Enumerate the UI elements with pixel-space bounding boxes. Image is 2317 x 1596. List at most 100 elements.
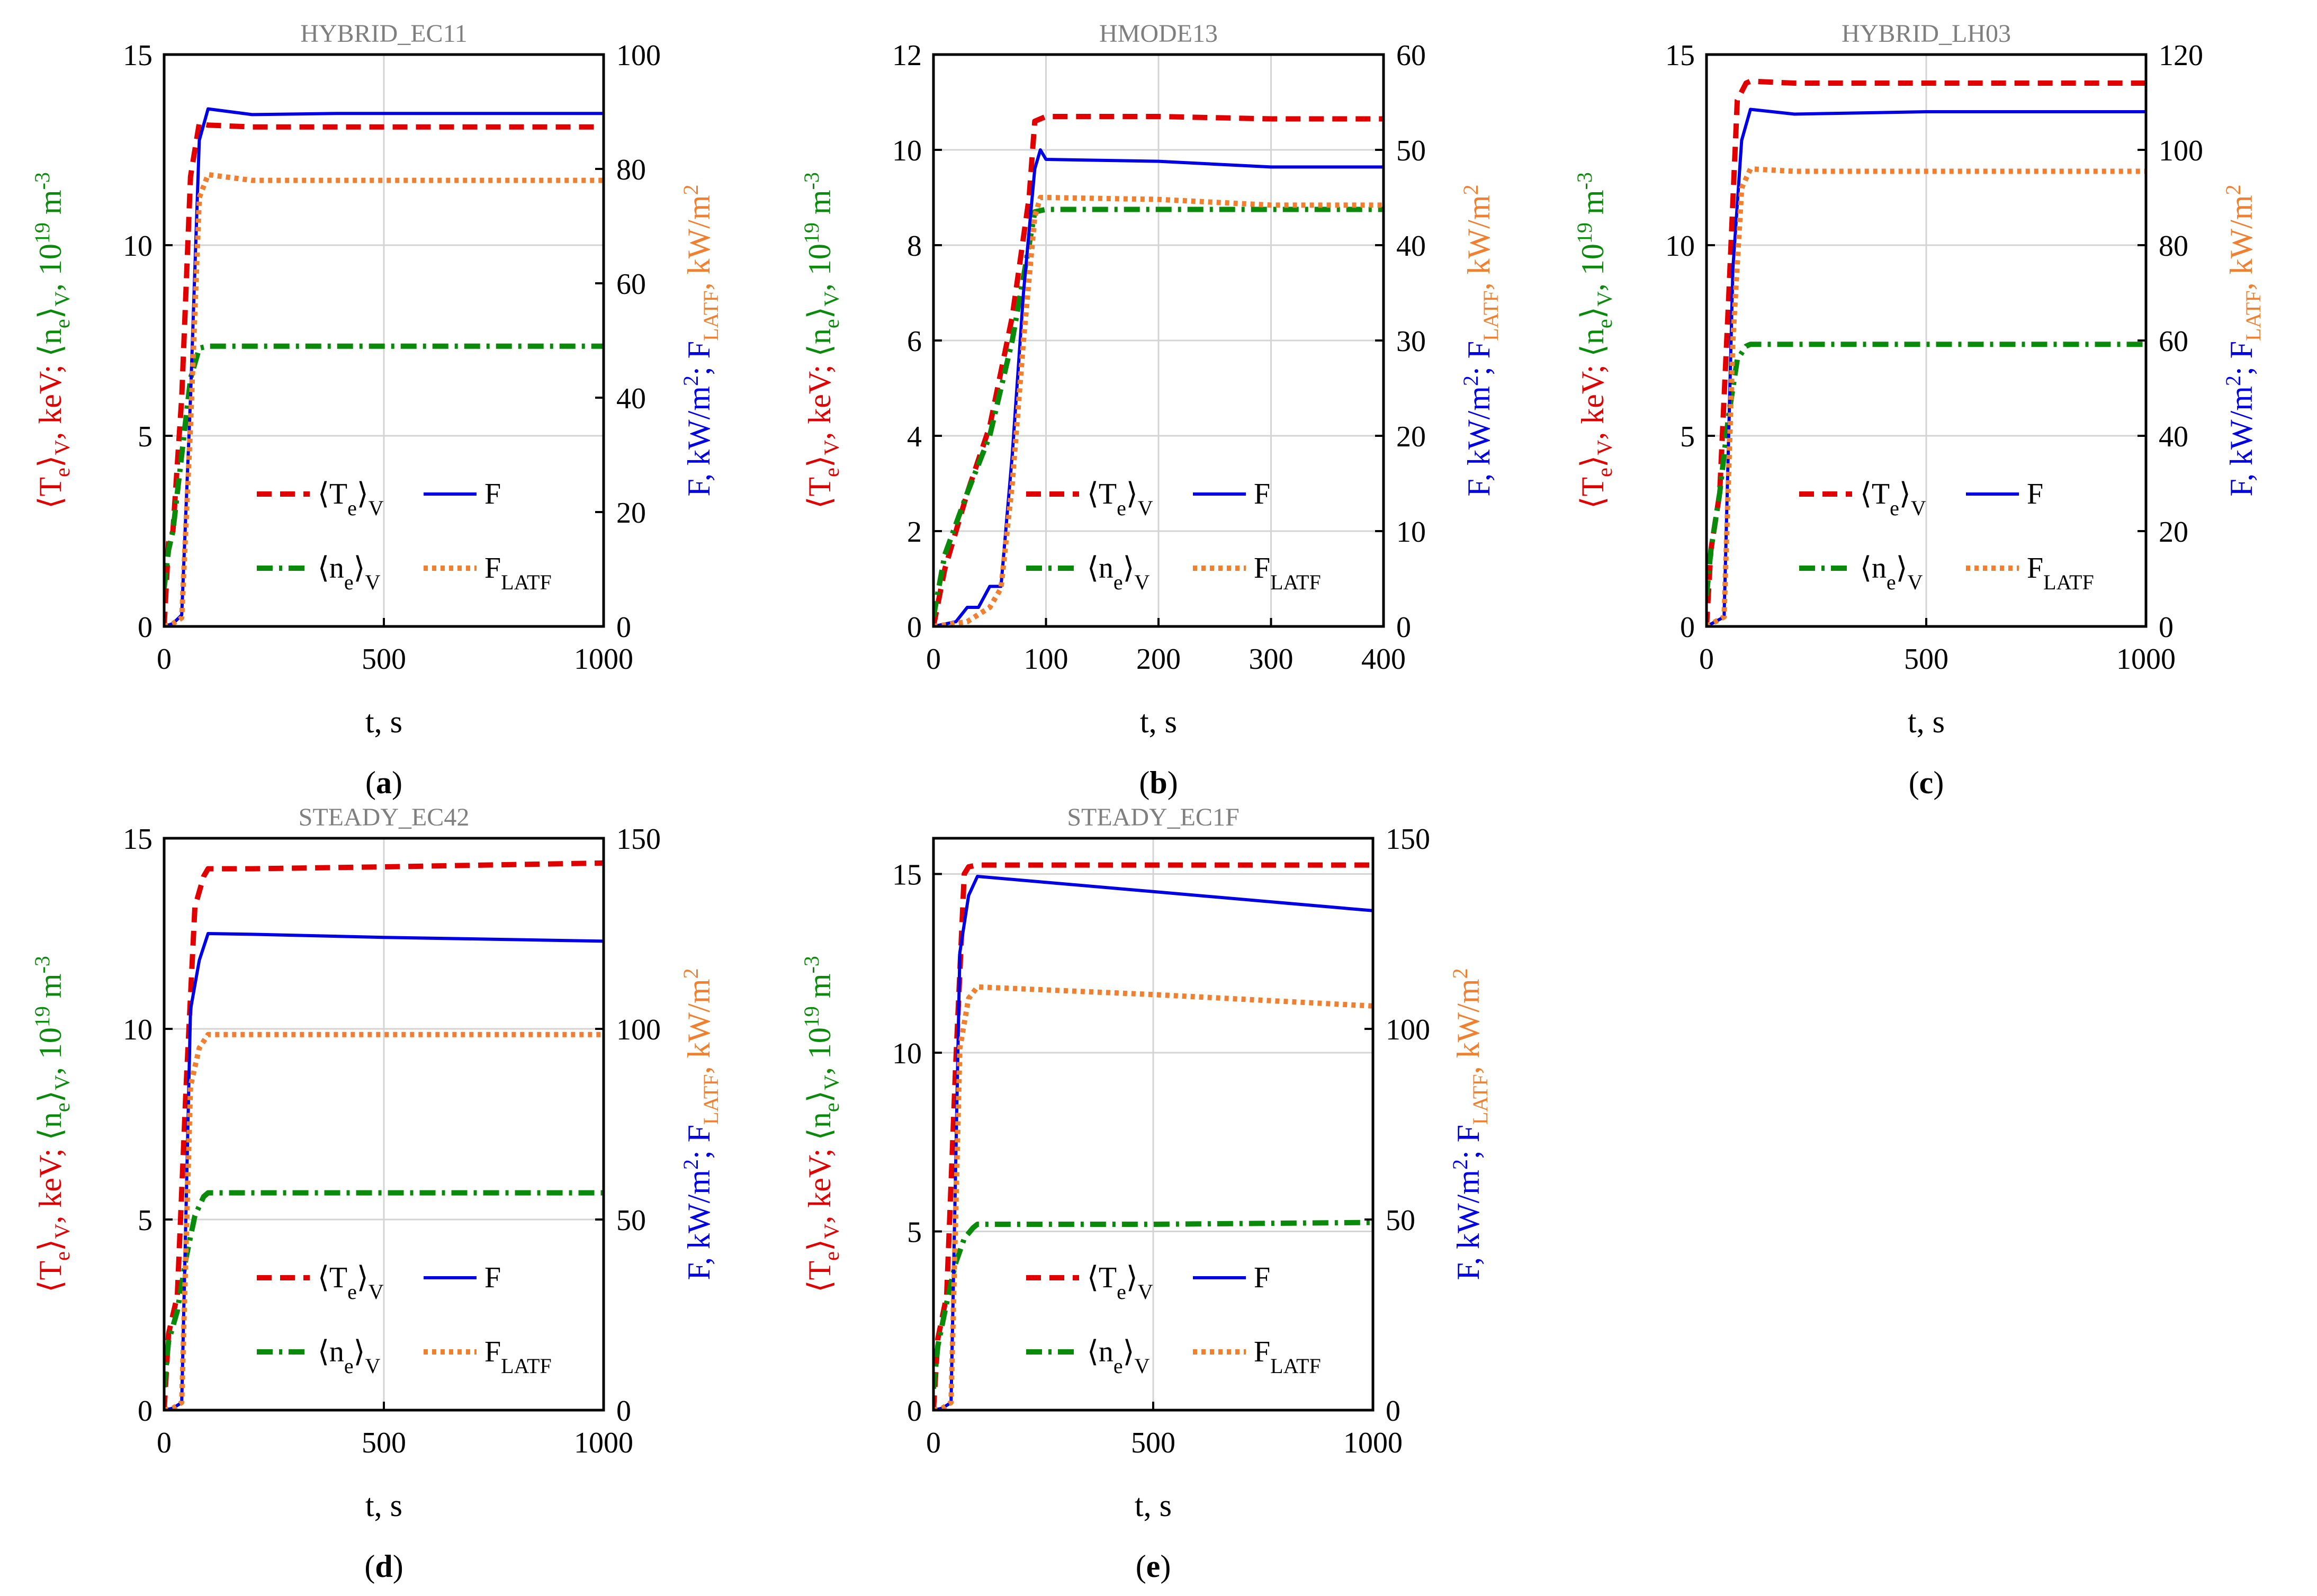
y-right-tick-label: 100 xyxy=(616,1014,661,1046)
x-axis-label: t, s xyxy=(1908,704,1945,739)
y-right-tick-label: 60 xyxy=(1396,39,1426,72)
legend: ⟨Te⟩V F ⟨ne⟩V FLATF xyxy=(1026,1261,1321,1378)
y-right-tick-label: 80 xyxy=(2159,230,2188,263)
legend: ⟨Te⟩V F ⟨ne⟩V FLATF xyxy=(1799,478,2094,594)
y-right-tick-label: 150 xyxy=(1386,823,1430,856)
panel-title: HYBRID_LH03 xyxy=(1842,20,2011,48)
legend-n-label: ⟨ne⟩V xyxy=(1860,552,1923,594)
panel-b: 0 100 200 300 4000246810120102030405060HMODE… xyxy=(800,20,1503,800)
panel-caption: (b) xyxy=(1139,765,1178,800)
x-tick-label: 0 xyxy=(1699,643,1714,676)
legend-n-label: ⟨ne⟩V xyxy=(1087,552,1149,594)
x-axis-label: t, s xyxy=(365,1488,402,1523)
x-tick-label: 1000 xyxy=(574,1427,633,1459)
y-right-tick-label: 50 xyxy=(616,1204,646,1237)
y-right-tick-label: 100 xyxy=(616,39,661,72)
panel-title: STEADY_EC1F xyxy=(1067,803,1239,831)
legend-FL-label: FLATF xyxy=(484,1335,552,1378)
x-tick-label: 1000 xyxy=(574,643,633,676)
y-right-tick-label: 30 xyxy=(1396,325,1426,358)
series-group xyxy=(933,862,1373,1410)
series-group xyxy=(164,107,604,626)
series-T-line xyxy=(164,860,604,1410)
y-right-tick-label: 40 xyxy=(616,382,646,415)
legend-F-label: F xyxy=(2027,478,2043,510)
x-tick-label: 1000 xyxy=(1343,1427,1403,1459)
legend-T-label: ⟨Te⟩V xyxy=(318,478,384,520)
x-tick-label: 1000 xyxy=(2116,643,2176,676)
x-tick-label: 0 xyxy=(157,1427,172,1459)
y-left-tick-label: 15 xyxy=(1665,39,1695,72)
x-axis-label: t, s xyxy=(1140,704,1177,739)
y-right-axis-label: F, kW/m2; FLATF, kW/m2 xyxy=(2221,184,2265,496)
x-tick-label: 400 xyxy=(1361,643,1406,676)
y-left-tick-label: 5 xyxy=(138,420,152,453)
panel-title: STEADY_EC42 xyxy=(299,803,470,831)
y-right-tick-label: 40 xyxy=(2159,420,2188,453)
legend-T-label: ⟨Te⟩V xyxy=(318,1261,384,1304)
y-left-tick-label: 5 xyxy=(907,1216,922,1249)
y-right-tick-label: 0 xyxy=(1386,1395,1400,1428)
y-left-tick-label: 12 xyxy=(892,39,922,72)
y-right-tick-label: 50 xyxy=(1396,135,1426,167)
y-right-tick-label: 0 xyxy=(2159,611,2174,644)
legend: ⟨Te⟩V F ⟨ne⟩V FLATF xyxy=(257,1261,552,1378)
y-right-tick-label: 0 xyxy=(1396,611,1411,644)
y-left-tick-label: 10 xyxy=(892,135,922,167)
y-left-tick-label: 15 xyxy=(123,823,152,856)
y-left-axis-label: ⟨Te⟩V, keV; ⟨ne⟩V, 1019 m-3 xyxy=(800,172,843,509)
series-n-line xyxy=(1707,342,2146,596)
y-left-tick-label: 0 xyxy=(907,1395,922,1428)
y-left-tick-label: 6 xyxy=(907,325,922,358)
series-group xyxy=(164,860,604,1410)
y-right-tick-label: 100 xyxy=(1386,1014,1430,1046)
x-tick-label: 100 xyxy=(1024,643,1068,676)
legend-F-label: F xyxy=(1254,1261,1270,1294)
x-tick-label: 500 xyxy=(362,1427,406,1459)
panel-title: HMODE13 xyxy=(1099,20,1218,48)
series-T-line xyxy=(933,114,1384,626)
x-tick-label: 500 xyxy=(362,643,406,676)
y-left-tick-label: 5 xyxy=(138,1204,152,1237)
x-tick-label: 200 xyxy=(1136,643,1181,676)
y-left-tick-label: 15 xyxy=(892,859,922,892)
y-left-axis-label: ⟨Te⟩V, keV; ⟨ne⟩V, 1019 m-3 xyxy=(30,956,74,1293)
y-left-tick-label: 15 xyxy=(123,39,152,72)
legend: ⟨Te⟩V F ⟨ne⟩V FLATF xyxy=(257,478,552,594)
y-left-tick-label: 0 xyxy=(907,611,922,644)
y-left-tick-label: 2 xyxy=(907,516,922,549)
y-left-tick-label: 10 xyxy=(892,1037,922,1070)
legend-F-label: F xyxy=(484,478,501,510)
y-right-axis-label: F, kW/m2; FLATF, kW/m2 xyxy=(1459,184,1503,496)
y-left-axis-label: ⟨Te⟩V, keV; ⟨ne⟩V, 1019 m-3 xyxy=(30,172,74,509)
y-left-tick-label: 0 xyxy=(138,611,152,644)
y-left-tick-label: 8 xyxy=(907,230,922,263)
panel-caption: (a) xyxy=(365,765,402,800)
y-right-tick-label: 20 xyxy=(1396,420,1426,453)
series-F-line xyxy=(933,148,1384,626)
y-right-tick-label: 0 xyxy=(616,611,631,644)
series-F-line xyxy=(164,107,604,626)
panel-caption: (c) xyxy=(1909,765,1944,800)
legend-FL-label: FLATF xyxy=(1254,552,1321,594)
y-left-tick-label: 0 xyxy=(1680,611,1695,644)
series-group xyxy=(933,114,1384,626)
y-right-axis-label: F, kW/m2; FLATF, kW/m2 xyxy=(679,184,723,496)
y-right-tick-label: 10 xyxy=(1396,516,1426,549)
series-FL-line xyxy=(933,195,1384,626)
panel-c: 0 500 1000051015020406080100120HYBRID_LH03… xyxy=(1573,20,2265,800)
x-axis-label: t, s xyxy=(365,704,402,739)
series-n-line xyxy=(933,1220,1373,1389)
legend-n-label: ⟨ne⟩V xyxy=(1087,1335,1149,1378)
x-axis-label: t, s xyxy=(1135,1488,1172,1523)
legend-F-label: F xyxy=(484,1261,501,1294)
y-left-axis-label: ⟨Te⟩V, keV; ⟨ne⟩V, 1019 m-3 xyxy=(800,956,843,1293)
series-F-line xyxy=(1707,107,2146,626)
y-left-tick-label: 5 xyxy=(1680,420,1695,453)
panel-caption: (d) xyxy=(364,1549,403,1584)
y-right-tick-label: 150 xyxy=(616,823,661,856)
y-right-tick-label: 60 xyxy=(2159,325,2188,358)
